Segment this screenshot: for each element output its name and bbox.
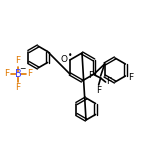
Text: F: F (107, 78, 112, 86)
Text: −: − (19, 64, 25, 74)
Text: F: F (16, 83, 21, 92)
Text: F: F (96, 86, 101, 95)
Text: F: F (4, 69, 9, 78)
Text: F: F (128, 73, 133, 81)
Text: •: • (68, 52, 73, 60)
Text: F: F (16, 56, 21, 65)
Text: B: B (15, 69, 21, 79)
Text: O: O (61, 55, 68, 64)
Text: F: F (27, 69, 32, 78)
Text: F: F (88, 71, 94, 79)
